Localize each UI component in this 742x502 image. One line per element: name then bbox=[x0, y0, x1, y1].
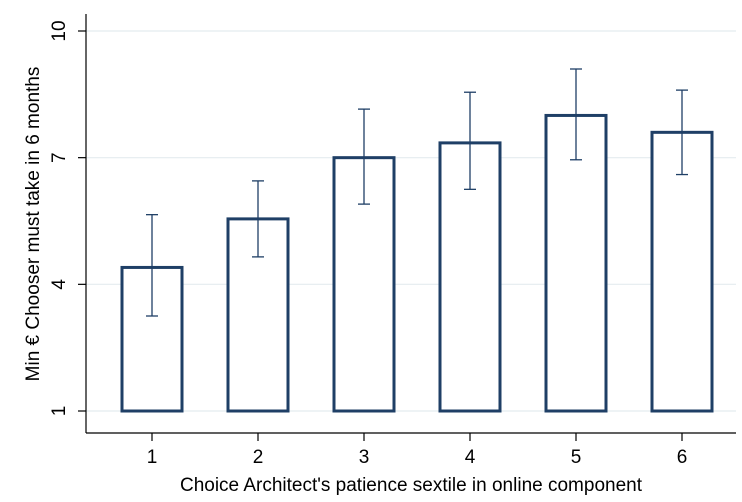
grid-lines bbox=[86, 30, 736, 412]
y-axis-title: Min € Chooser must take in 6 months bbox=[23, 67, 44, 382]
error-bars bbox=[146, 68, 688, 317]
y-ticks: 1 4 7 10 bbox=[49, 20, 86, 416]
axes bbox=[85, 14, 736, 434]
y-tick-label: 1 bbox=[49, 406, 70, 417]
x-axis-title: Choice Architect's patience sextile in o… bbox=[180, 475, 643, 496]
y-tick-label: 7 bbox=[49, 152, 70, 163]
bars bbox=[120, 113, 714, 413]
x-tick-label: 3 bbox=[359, 447, 370, 468]
x-tick-label: 4 bbox=[465, 447, 476, 468]
y-tick-label: 4 bbox=[49, 279, 70, 290]
x-tick-label: 5 bbox=[571, 447, 582, 468]
x-tick-label: 6 bbox=[677, 447, 688, 468]
bar bbox=[544, 113, 608, 413]
x-tick-label: 1 bbox=[147, 447, 158, 468]
x-tick-label: 2 bbox=[253, 447, 264, 468]
y-tick-label: 10 bbox=[49, 20, 70, 41]
x-ticks: 1 2 3 4 5 6 bbox=[147, 433, 688, 468]
